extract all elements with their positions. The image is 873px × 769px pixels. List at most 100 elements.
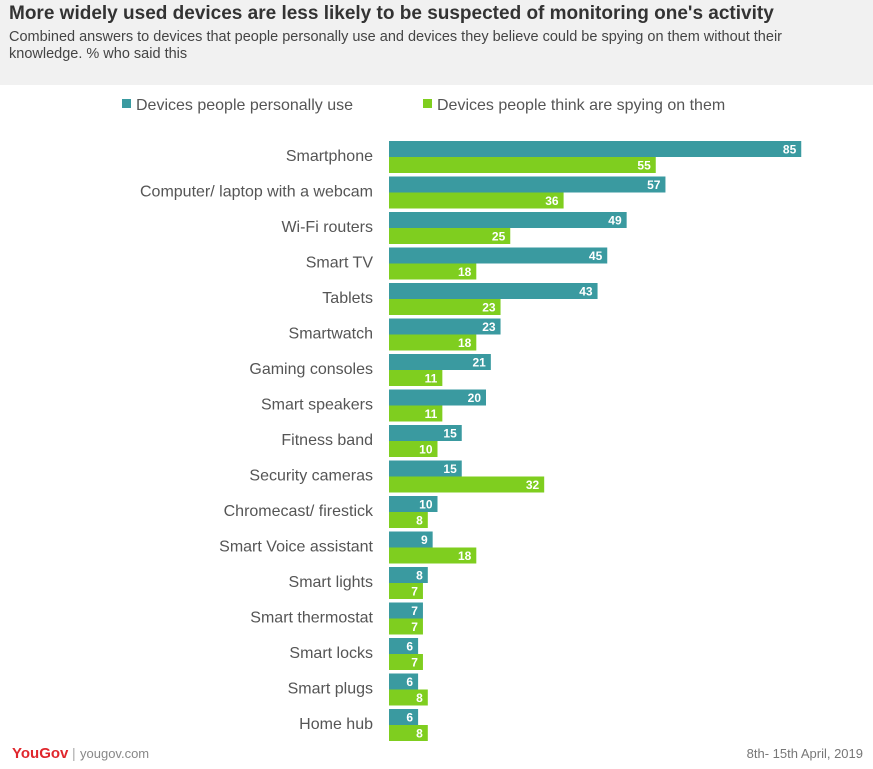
footer-date: 8th- 15th April, 2019 — [746, 746, 863, 761]
bar-personal-use — [389, 709, 419, 725]
data-label: 8 — [416, 514, 423, 528]
data-label: 15 — [443, 462, 457, 476]
data-label: 18 — [458, 265, 472, 279]
data-label: 55 — [637, 159, 651, 173]
data-label: 20 — [468, 391, 482, 405]
category-label: Fitness band — [281, 432, 373, 449]
bar-personal-use — [389, 460, 462, 477]
footer-separator: | — [72, 745, 76, 761]
legend: Devices people personally use Devices pe… — [0, 97, 873, 119]
data-label: 18 — [458, 549, 472, 563]
category-label: Home hub — [299, 716, 373, 733]
data-label: 23 — [482, 301, 496, 315]
data-label: 45 — [589, 249, 603, 263]
bar-personal-use — [389, 389, 486, 406]
bar-personal-use — [389, 212, 627, 228]
data-label: 11 — [425, 372, 438, 386]
bar-personal-use — [389, 318, 501, 335]
bar-spying — [389, 157, 656, 173]
data-label: 8 — [416, 727, 423, 741]
bar-chart: Smartphone 85 55 Computer/ laptop with a we… — [140, 141, 802, 741]
legend-label-personal-use: Devices people personally use — [136, 97, 354, 114]
category-label: Computer/ laptop with a webcam — [140, 184, 373, 201]
bar-spying — [389, 334, 477, 351]
category-label: Smart lights — [289, 574, 373, 591]
data-label: 15 — [443, 427, 457, 441]
bar-spying — [389, 370, 443, 386]
data-label: 8 — [416, 691, 423, 705]
bar-spying — [389, 263, 477, 280]
bar-personal-use — [389, 354, 491, 370]
chart-title: More widely used devices are less likely… — [9, 3, 774, 24]
bar-spying — [389, 512, 428, 528]
bar-spying — [389, 583, 423, 599]
data-label: 23 — [482, 320, 496, 334]
data-label: 8 — [416, 569, 423, 583]
category-label: Smart Voice assistant — [219, 539, 373, 556]
category-label: Chromecast/ firestick — [224, 503, 374, 520]
data-label: 6 — [406, 675, 413, 689]
bar-personal-use — [389, 176, 666, 193]
bar-spying — [389, 405, 443, 422]
bar-personal-use — [389, 602, 423, 619]
data-label: 32 — [526, 478, 540, 492]
data-label: 7 — [411, 585, 418, 599]
data-label: 7 — [411, 604, 418, 618]
data-label: 10 — [419, 498, 433, 512]
category-label: Tablets — [322, 290, 373, 307]
data-label: 85 — [783, 143, 797, 157]
bar-spying — [389, 192, 564, 209]
data-label: 9 — [421, 533, 428, 547]
bar-spying — [389, 689, 428, 706]
bar-spying — [389, 547, 477, 564]
category-label: Smartphone — [286, 148, 373, 165]
legend-item-spying: Devices people think are spying on them — [423, 97, 725, 115]
category-label: Smart speakers — [261, 397, 373, 414]
data-label: 7 — [411, 620, 418, 634]
legend-item-personal-use: Devices people personally use — [122, 97, 353, 115]
category-label: Smart thermostat — [250, 610, 373, 627]
header-band: More widely used devices are less likely… — [0, 0, 873, 85]
category-label: Smart TV — [306, 255, 374, 272]
chart-subtitle: Combined answers to devices that people … — [9, 29, 782, 62]
bar-personal-use — [389, 638, 419, 654]
data-label: 10 — [419, 443, 433, 457]
bar-spying — [389, 725, 428, 741]
data-label: 25 — [492, 230, 506, 244]
bar-personal-use — [389, 425, 462, 441]
bar-personal-use — [389, 283, 598, 299]
data-label: 43 — [579, 285, 593, 299]
category-label: Smart plugs — [288, 681, 373, 698]
bar-personal-use — [389, 673, 419, 690]
data-label: 6 — [406, 711, 413, 725]
bar-personal-use — [389, 531, 433, 548]
category-label: Smart locks — [289, 645, 373, 662]
data-label: 7 — [411, 656, 418, 670]
data-label: 18 — [458, 336, 472, 350]
bar-personal-use — [389, 141, 802, 157]
category-label: Gaming consoles — [249, 361, 373, 378]
category-label: Smartwatch — [289, 326, 373, 343]
category-label: Security cameras — [249, 468, 373, 485]
bar-spying — [389, 299, 501, 315]
bar-spying — [389, 228, 511, 244]
bar-spying — [389, 618, 423, 635]
bar-personal-use — [389, 247, 608, 264]
bar-spying — [389, 476, 545, 493]
legend-label-spying: Devices people think are spying on them — [437, 97, 726, 114]
data-label: 11 — [425, 407, 438, 421]
data-label: 49 — [608, 214, 622, 228]
footer-site: yougov.com — [80, 746, 150, 761]
legend-swatch-personal-use — [122, 99, 131, 108]
bar-personal-use — [389, 567, 428, 583]
data-label: 36 — [545, 194, 559, 208]
bar-spying — [389, 654, 423, 670]
bar-spying — [389, 441, 438, 457]
data-label: 57 — [647, 178, 661, 192]
legend-swatch-spying — [423, 99, 432, 108]
category-label: Wi-Fi routers — [281, 219, 373, 236]
yougov-logo: YouGov — [12, 745, 69, 762]
data-label: 6 — [406, 640, 413, 654]
bar-personal-use — [389, 496, 438, 512]
data-label: 21 — [472, 356, 486, 370]
